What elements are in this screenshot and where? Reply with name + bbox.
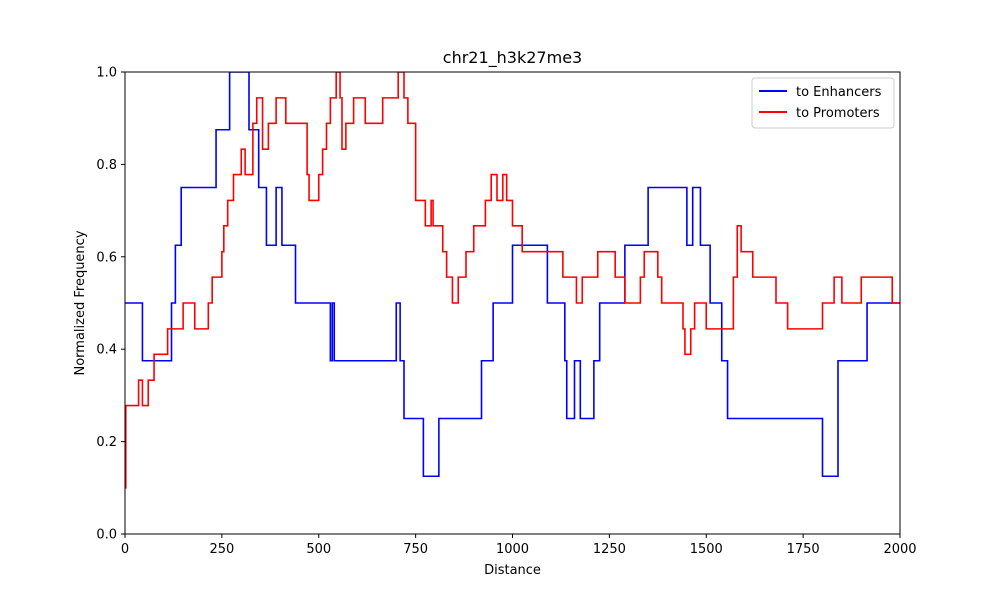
y-tick-label: 0.8 <box>96 158 117 173</box>
x-tick-label: 1750 <box>787 542 820 557</box>
x-tick-label: 2000 <box>883 542 916 557</box>
x-tick-label: 1000 <box>496 542 529 557</box>
y-axis: 0.0 0.2 0.4 0.6 0.8 1.0 <box>96 66 125 543</box>
series-line-promoters <box>125 72 900 489</box>
x-axis: 0 250 500 750 1000 1250 1500 1750 2000 <box>121 534 917 557</box>
y-tick-label: 0.4 <box>96 343 117 358</box>
legend-label-enhancers: to Enhancers <box>796 85 882 100</box>
y-tick-label: 0.2 <box>96 435 117 450</box>
x-tick-label: 1500 <box>690 542 723 557</box>
legend-label-promoters: to Promoters <box>796 106 880 121</box>
legend: to Enhancers to Promoters <box>751 77 895 129</box>
x-tick-label: 750 <box>403 542 428 557</box>
y-tick-label: 1.0 <box>96 66 117 81</box>
x-axis-label: Distance <box>484 563 541 578</box>
legend-box <box>751 77 895 129</box>
y-tick-label: 0.0 <box>96 528 117 543</box>
chart-title: chr21_h3k27me3 <box>443 48 582 68</box>
x-tick-label: 250 <box>209 542 234 557</box>
y-tick-label: 0.6 <box>96 250 117 265</box>
x-tick-label: 1250 <box>593 542 626 557</box>
series-line-enhancers <box>125 72 900 478</box>
series-layer <box>125 72 900 489</box>
y-axis-label: Normalized Frequency <box>73 230 88 375</box>
x-tick-label: 500 <box>306 542 331 557</box>
x-tick-label: 0 <box>121 542 129 557</box>
